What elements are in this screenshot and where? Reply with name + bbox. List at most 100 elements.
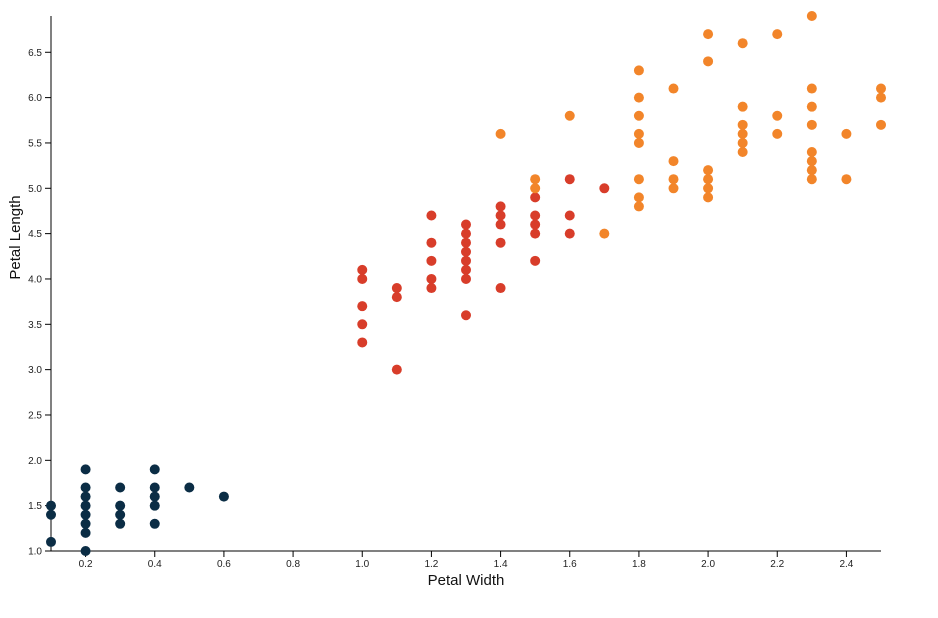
data-point (461, 255, 471, 266)
series-2 (495, 11, 886, 239)
data-point (841, 174, 852, 185)
data-point (80, 491, 91, 502)
data-point (564, 110, 575, 121)
data-point (46, 536, 56, 547)
data-point (703, 174, 714, 185)
data-point (737, 119, 748, 130)
data-point (737, 137, 748, 148)
data-point (357, 273, 368, 284)
data-point (841, 128, 852, 139)
x-axis-title: Petal Width (428, 572, 505, 589)
data-point (737, 147, 748, 158)
data-point (530, 228, 541, 239)
data-point (530, 183, 541, 194)
data-point (495, 210, 506, 221)
data-point (461, 310, 471, 321)
y-tick-label: 4.0 (28, 274, 42, 285)
data-point (772, 128, 783, 139)
data-point (495, 201, 506, 212)
data-point (184, 482, 195, 493)
data-point (80, 500, 91, 511)
data-point (495, 128, 506, 139)
data-point (80, 527, 91, 538)
data-point (218, 491, 229, 502)
data-point (633, 201, 644, 212)
data-point (461, 228, 471, 239)
x-tick-label: 0.4 (148, 559, 162, 570)
data-point (806, 101, 817, 112)
data-point (876, 119, 886, 130)
data-point (703, 165, 714, 176)
data-point (564, 174, 575, 185)
data-point (737, 38, 748, 49)
data-point (149, 500, 160, 511)
data-point (806, 119, 817, 130)
data-point (149, 464, 160, 475)
data-point (80, 464, 91, 475)
data-point (772, 110, 783, 121)
x-tick-label: 1.2 (424, 559, 438, 570)
data-point (80, 482, 91, 493)
data-point (391, 292, 402, 303)
data-point (806, 147, 817, 158)
y-tick-label: 5.0 (28, 184, 42, 195)
data-point (806, 174, 817, 185)
data-point (668, 174, 679, 185)
data-point (115, 482, 126, 493)
data-point (426, 273, 437, 284)
data-point (806, 83, 817, 94)
data-point (426, 255, 437, 266)
data-point (115, 518, 126, 529)
data-point (149, 518, 160, 529)
data-point (461, 219, 471, 230)
data-point (668, 156, 679, 167)
data-point (633, 192, 644, 203)
data-point (115, 500, 126, 511)
x-tick-label: 2.2 (770, 559, 784, 570)
x-tick-label: 1.6 (563, 559, 577, 570)
data-point (737, 128, 748, 139)
x-tick-label: 1.0 (355, 559, 369, 570)
data-point (80, 546, 91, 556)
data-point (668, 83, 679, 94)
data-point (703, 183, 714, 194)
data-point (633, 65, 644, 76)
x-tick-label: 1.8 (632, 559, 646, 570)
data-point (530, 210, 541, 221)
data-point (703, 192, 714, 203)
data-point (461, 237, 471, 248)
data-point (46, 509, 56, 520)
data-point (633, 137, 644, 148)
data-point (633, 128, 644, 139)
data-point (737, 101, 748, 112)
data-point (876, 83, 886, 94)
data-point (461, 264, 471, 275)
data-point (772, 29, 783, 40)
data-point (599, 183, 610, 194)
data-point (564, 228, 575, 239)
y-tick-label: 1.5 (28, 501, 42, 512)
series-0 (46, 464, 229, 556)
data-point (80, 518, 91, 529)
series-1 (357, 174, 610, 375)
data-point (149, 491, 160, 502)
data-point (495, 237, 506, 248)
data-point (806, 165, 817, 176)
data-point (530, 192, 541, 203)
y-tick-label: 6.0 (28, 93, 42, 104)
x-tick-label: 2.0 (701, 559, 715, 570)
data-point (495, 219, 506, 230)
y-axis: 1.0 1.5 2.0 2.5 3.0 3.5 4.0 4.5 5.0 5.5 6.0 6.5 (28, 16, 52, 558)
data-point (461, 246, 471, 257)
data-point (633, 110, 644, 121)
data-point (357, 301, 368, 312)
y-tick-label: 4.5 (28, 229, 42, 240)
x-tick-label: 0.8 (286, 559, 300, 570)
data-point (530, 174, 541, 185)
y-tick-label: 6.5 (28, 48, 42, 59)
data-point (357, 337, 368, 348)
data-point (633, 174, 644, 185)
data-point (806, 11, 817, 21)
x-axis: 0.2 0.4 0.6 0.8 1.0 1.2 1.4 1.6 1.8 2.0 2.2 2.4 (51, 550, 881, 570)
